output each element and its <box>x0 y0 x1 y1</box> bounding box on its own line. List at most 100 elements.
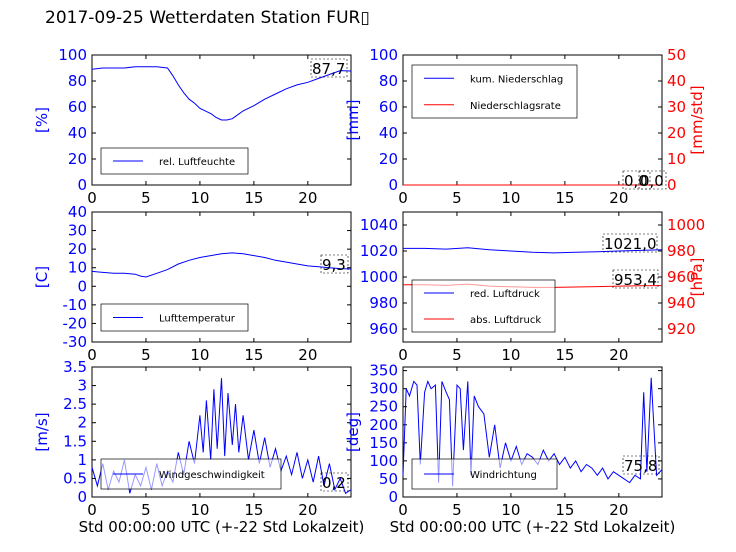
temperature-y-tick-label: 10 <box>68 259 87 277</box>
winddir-series-line-0 <box>402 377 663 487</box>
humidity-y-tick-label: 40 <box>68 124 87 142</box>
pressure-y-tick-label: 1000 <box>360 268 398 286</box>
temperature-x-tick-label: 20 <box>298 346 317 364</box>
temperature-annotation: 9,3 <box>322 256 346 274</box>
pressure-y2-tick-label: 1000 <box>667 216 705 234</box>
pressure-x-tick-label: 10 <box>501 346 520 364</box>
pressure-legend-label: abs. Luftdruck <box>470 315 541 326</box>
temperature-y-tick-label: 0 <box>77 277 87 295</box>
pressure-y-tick-label: 1020 <box>360 242 398 260</box>
windspeed-x-tick-label: 10 <box>190 501 209 519</box>
winddir-y-tick-label: 250 <box>369 398 398 416</box>
precip-y2-tick-label: 10 <box>667 150 686 168</box>
windspeed-y-tick-label: 2 <box>77 414 87 432</box>
pressure-x-tick-label: 0 <box>398 346 408 364</box>
winddir-x-axis-label: Std 00:00:00 UTC (+-22 Std Lokalzeit) <box>390 518 676 536</box>
precip-annotation-box-2 <box>638 170 667 190</box>
precip-y-tick-label: 100 <box>369 46 398 64</box>
humidity-series-line-0 <box>91 66 352 121</box>
pressure-y2-axis-label: [hPa] <box>688 258 706 297</box>
humidity-annotation-box <box>310 58 348 78</box>
precip-x-tick-label: 20 <box>609 189 628 207</box>
humidity-y-tick-label: 20 <box>68 150 87 168</box>
precip-y-tick-label: 20 <box>379 150 398 168</box>
temperature-y-tick-label: 30 <box>68 222 87 240</box>
pressure-y2-tick-label: 980 <box>667 242 696 260</box>
precip-y2-tick-label: 50 <box>667 46 686 64</box>
humidity-y-tick-label: 80 <box>68 72 87 90</box>
temperature-y-tick-label: 20 <box>68 240 87 258</box>
pressure-y-tick-label: 1040 <box>360 216 398 234</box>
winddir-legend-label: Windrichtung <box>470 470 537 481</box>
temperature-legend-label: Lufttemperatur <box>159 314 236 325</box>
precip-y-tick-label: 80 <box>379 72 398 90</box>
humidity-y-axis-label: [%] <box>33 107 51 133</box>
temperature-x-tick-label: 10 <box>190 346 209 364</box>
temperature-y-axis-label: [C] <box>33 266 51 288</box>
precip-y2-tick-label: 30 <box>667 98 686 116</box>
winddir-annotation-box <box>622 455 660 475</box>
temperature-y-tick-label: -10 <box>63 296 88 314</box>
windspeed-y-tick-label: 1 <box>77 451 87 469</box>
humidity-y-tick-label: 60 <box>68 98 87 116</box>
windspeed-y-tick-label: 3.5 <box>63 358 87 376</box>
windspeed-x-axis-label: Std 00:00:00 UTC (+-22 Std Lokalzeit) <box>79 518 365 536</box>
humidity-annotation: 87,7 <box>312 60 345 78</box>
winddir-x-tick-label: 10 <box>501 501 520 519</box>
precip-legend-label: Niederschlagsrate <box>470 101 561 112</box>
precip-x-tick-label: 0 <box>398 189 408 207</box>
windspeed-y-tick-label: 2.5 <box>63 395 87 413</box>
winddir-y-tick-label: 300 <box>369 380 398 398</box>
precip-y-tick-label: 40 <box>379 124 398 142</box>
precip-y2-tick-label: 40 <box>667 72 686 90</box>
pressure-series-line-0 <box>403 247 663 254</box>
pressure-y-tick-label: 980 <box>369 294 398 312</box>
humidity-x-tick-label: 15 <box>244 189 263 207</box>
pressure-x-tick-label: 20 <box>609 346 628 364</box>
precip-legend-label: kum. Niederschlag <box>470 74 563 85</box>
windspeed-legend-label: Windgeschwindigkeit <box>159 470 265 481</box>
pressure-annotation-2: 953,4 <box>614 271 657 289</box>
precip-y2-axis-label: [mm/std] <box>688 85 706 154</box>
winddir-y-tick-label: 350 <box>369 362 398 380</box>
windspeed-annotation-box <box>320 472 349 492</box>
precip-x-tick-label: 15 <box>555 189 574 207</box>
temperature-series-line-0 <box>91 252 352 278</box>
windspeed-y-tick-label: 1.5 <box>63 432 87 450</box>
pressure-annotation: 1021,0 <box>604 235 657 253</box>
precip-x-tick-label: 10 <box>501 189 520 207</box>
pressure-legend-box <box>411 279 556 333</box>
winddir-annotation: 75,8 <box>624 457 657 475</box>
humidity-x-tick-label: 10 <box>190 189 209 207</box>
pressure-x-tick-label: 5 <box>452 346 462 364</box>
windspeed-y-tick-label: 3 <box>77 377 87 395</box>
windspeed-y-axis-label: [m/s] <box>33 412 51 451</box>
windspeed-y-tick-label: 0 <box>77 488 87 506</box>
pressure-annotation-box-2 <box>612 269 659 289</box>
pressure-y2-tick-label: 960 <box>667 268 696 286</box>
humidity-legend-label: rel. Luftfeuchte <box>159 157 235 168</box>
windspeed-annotation: 0,2 <box>322 474 346 492</box>
windspeed-y-tick-label: 0.5 <box>63 469 87 487</box>
temperature-y-tick-label: -30 <box>63 333 88 351</box>
winddir-y-tick-label: 0 <box>388 488 398 506</box>
temperature-x-tick-label: 5 <box>141 346 151 364</box>
winddir-x-tick-label: 20 <box>609 501 628 519</box>
precip-y2-tick-label: 20 <box>667 124 686 142</box>
humidity-y-tick-label: 100 <box>58 46 87 64</box>
temperature-x-tick-label: 15 <box>244 346 263 364</box>
pressure-y-tick-label: 960 <box>369 320 398 338</box>
pressure-y2-tick-label: 920 <box>667 320 696 338</box>
winddir-y-tick-label: 100 <box>369 452 398 470</box>
pressure-x-tick-label: 15 <box>555 346 574 364</box>
humidity-x-tick-label: 0 <box>87 189 97 207</box>
precip-y2-tick-label: 0 <box>667 176 677 194</box>
precip-legend-box <box>411 64 578 119</box>
precip-x-tick-label: 5 <box>452 189 462 207</box>
precip-annotation: 0,0 <box>624 172 648 190</box>
humidity-plot-frame <box>91 54 352 186</box>
windspeed-x-tick-label: 5 <box>141 501 151 519</box>
pressure-y2-tick-label: 940 <box>667 294 696 312</box>
windspeed-plot-frame <box>91 366 352 498</box>
